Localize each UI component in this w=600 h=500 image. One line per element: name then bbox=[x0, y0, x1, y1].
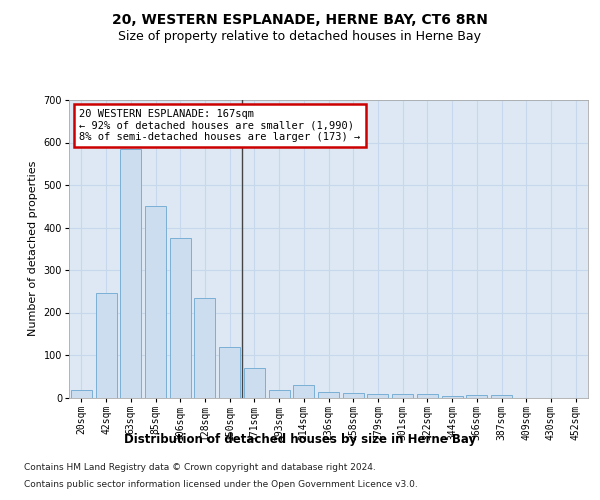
Bar bbox=[293, 385, 314, 398]
Y-axis label: Number of detached properties: Number of detached properties bbox=[28, 161, 38, 336]
Text: Contains public sector information licensed under the Open Government Licence v3: Contains public sector information licen… bbox=[24, 480, 418, 489]
Text: Contains HM Land Registry data © Crown copyright and database right 2024.: Contains HM Land Registry data © Crown c… bbox=[24, 462, 376, 471]
Bar bbox=[170, 238, 191, 398]
Bar bbox=[417, 394, 438, 398]
Bar bbox=[71, 390, 92, 398]
Text: Distribution of detached houses by size in Herne Bay: Distribution of detached houses by size … bbox=[124, 432, 476, 446]
Text: 20 WESTERN ESPLANADE: 167sqm
← 92% of detached houses are smaller (1,990)
8% of : 20 WESTERN ESPLANADE: 167sqm ← 92% of de… bbox=[79, 109, 361, 142]
Bar bbox=[269, 390, 290, 398]
Bar bbox=[442, 396, 463, 398]
Bar bbox=[343, 393, 364, 398]
Bar bbox=[318, 392, 339, 398]
Bar bbox=[466, 396, 487, 398]
Bar bbox=[120, 149, 141, 398]
Bar bbox=[95, 292, 116, 398]
Bar bbox=[219, 346, 240, 398]
Bar bbox=[145, 206, 166, 398]
Bar bbox=[491, 396, 512, 398]
Text: 20, WESTERN ESPLANADE, HERNE BAY, CT6 8RN: 20, WESTERN ESPLANADE, HERNE BAY, CT6 8R… bbox=[112, 12, 488, 26]
Bar bbox=[367, 394, 388, 398]
Bar bbox=[244, 368, 265, 398]
Bar bbox=[194, 298, 215, 398]
Bar bbox=[392, 394, 413, 398]
Text: Size of property relative to detached houses in Herne Bay: Size of property relative to detached ho… bbox=[119, 30, 482, 43]
